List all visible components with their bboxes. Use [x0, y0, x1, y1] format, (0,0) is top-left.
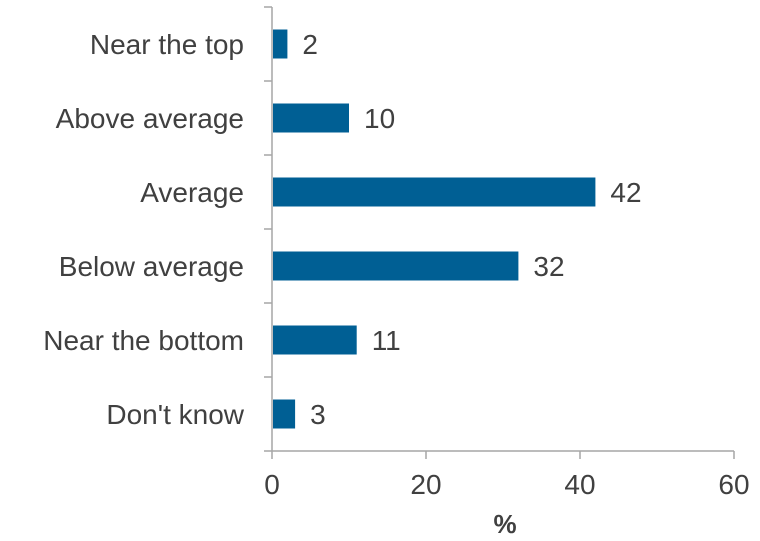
bar-3 [273, 251, 519, 281]
data-label-0: 2 [302, 29, 318, 60]
data-label-5: 3 [310, 399, 326, 430]
category-label-5: Don't know [106, 399, 244, 430]
category-label-1: Above average [56, 103, 244, 134]
data-label-2: 42 [610, 177, 641, 208]
axes-layer [264, 6, 735, 459]
bar-5 [273, 399, 296, 429]
data-label-4: 11 [372, 325, 401, 356]
x-tick-label-1: 20 [410, 469, 441, 500]
x-tick-label-0: 0 [264, 469, 280, 500]
bar-0 [273, 29, 288, 59]
x-tick-label-3: 60 [718, 469, 749, 500]
category-label-3: Below average [59, 251, 244, 282]
bar-2 [273, 177, 596, 207]
x-tick-label-2: 40 [564, 469, 595, 500]
bar-1 [273, 103, 349, 133]
labels-layer: Near the top 2 Above average 10 Average 42 Bel… [43, 29, 749, 500]
bars-layer [273, 29, 596, 429]
bar-4 [273, 325, 357, 355]
data-label-3: 32 [533, 251, 564, 282]
x-axis-title: % [493, 509, 516, 539]
data-label-1: 10 [364, 103, 395, 134]
category-label-4: Near the bottom [43, 325, 244, 356]
category-label-0: Near the top [90, 29, 244, 60]
category-label-2: Average [140, 177, 244, 208]
